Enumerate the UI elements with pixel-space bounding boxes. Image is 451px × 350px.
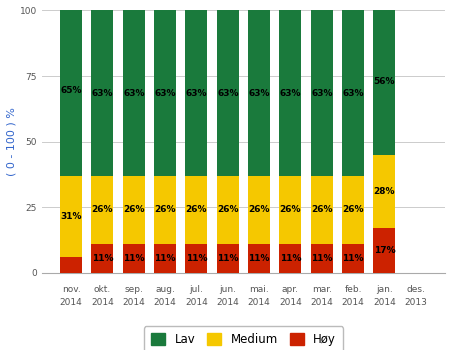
Text: okt.: okt. <box>94 285 111 294</box>
Text: 2014: 2014 <box>247 298 270 307</box>
Bar <box>341 244 363 273</box>
Text: 11%: 11% <box>185 254 207 263</box>
Text: 63%: 63% <box>341 89 363 98</box>
Text: 2014: 2014 <box>341 298 364 307</box>
Bar <box>373 8 395 155</box>
Bar <box>154 244 176 273</box>
Bar <box>248 176 270 244</box>
Text: 11%: 11% <box>216 254 238 263</box>
Bar <box>279 10 301 176</box>
Text: jan.: jan. <box>375 285 392 294</box>
Bar <box>310 244 332 273</box>
Bar <box>91 244 113 273</box>
Text: 63%: 63% <box>185 89 207 98</box>
Text: 26%: 26% <box>310 205 332 215</box>
Text: sep.: sep. <box>124 285 143 294</box>
Bar <box>279 244 301 273</box>
Text: 63%: 63% <box>154 89 175 98</box>
Text: 2014: 2014 <box>122 298 145 307</box>
Text: 2014: 2014 <box>278 298 301 307</box>
Bar <box>248 244 270 273</box>
Legend: Lav, Medium, Høy: Lav, Medium, Høy <box>143 326 342 350</box>
Bar <box>60 5 82 176</box>
Text: mar.: mar. <box>311 285 331 294</box>
Text: 26%: 26% <box>154 205 175 215</box>
Bar <box>310 10 332 176</box>
Bar <box>216 244 238 273</box>
Bar <box>373 155 395 228</box>
Text: aug.: aug. <box>155 285 175 294</box>
Bar <box>216 176 238 244</box>
Text: 26%: 26% <box>341 205 363 215</box>
Bar <box>216 10 238 176</box>
Text: jun.: jun. <box>219 285 236 294</box>
Text: mai.: mai. <box>249 285 268 294</box>
Text: 11%: 11% <box>310 254 332 263</box>
Text: 2014: 2014 <box>184 298 207 307</box>
Text: 65%: 65% <box>60 86 82 95</box>
Bar <box>154 10 176 176</box>
Text: 2013: 2013 <box>404 298 426 307</box>
Text: 56%: 56% <box>373 77 394 86</box>
Text: 26%: 26% <box>92 205 113 215</box>
Text: 17%: 17% <box>373 246 394 255</box>
Text: 63%: 63% <box>216 89 238 98</box>
Text: 11%: 11% <box>248 254 269 263</box>
Text: 11%: 11% <box>92 254 113 263</box>
Text: 28%: 28% <box>373 187 394 196</box>
Bar <box>60 176 82 257</box>
Bar <box>123 244 144 273</box>
Bar <box>60 257 82 273</box>
Text: 2014: 2014 <box>310 298 332 307</box>
Text: 2014: 2014 <box>372 298 395 307</box>
Y-axis label: ( 0 - 100 ) %: ( 0 - 100 ) % <box>7 107 17 176</box>
Text: 26%: 26% <box>279 205 300 215</box>
Text: 11%: 11% <box>341 254 363 263</box>
Bar <box>341 176 363 244</box>
Text: apr.: apr. <box>281 285 298 294</box>
Bar <box>185 244 207 273</box>
Bar <box>123 10 144 176</box>
Text: 11%: 11% <box>279 254 300 263</box>
Text: 31%: 31% <box>60 212 82 221</box>
Text: 63%: 63% <box>248 89 269 98</box>
Text: 26%: 26% <box>248 205 269 215</box>
Bar <box>279 176 301 244</box>
Bar <box>373 228 395 273</box>
Text: 2014: 2014 <box>91 298 114 307</box>
Bar <box>248 10 270 176</box>
Bar <box>123 176 144 244</box>
Bar <box>310 176 332 244</box>
Text: 11%: 11% <box>123 254 144 263</box>
Bar <box>185 10 207 176</box>
Text: 11%: 11% <box>154 254 175 263</box>
Text: 2014: 2014 <box>60 298 83 307</box>
Text: 2014: 2014 <box>153 298 176 307</box>
Text: 63%: 63% <box>92 89 113 98</box>
Bar <box>91 10 113 176</box>
Bar <box>341 10 363 176</box>
Bar <box>185 176 207 244</box>
Text: 26%: 26% <box>185 205 207 215</box>
Text: 63%: 63% <box>123 89 144 98</box>
Text: 2014: 2014 <box>216 298 239 307</box>
Bar <box>154 176 176 244</box>
Text: feb.: feb. <box>344 285 361 294</box>
Text: nov.: nov. <box>62 285 80 294</box>
Text: 63%: 63% <box>279 89 300 98</box>
Text: 26%: 26% <box>123 205 144 215</box>
Bar <box>91 176 113 244</box>
Text: jul.: jul. <box>189 285 203 294</box>
Text: des.: des. <box>405 285 424 294</box>
Text: 26%: 26% <box>216 205 238 215</box>
Text: 63%: 63% <box>310 89 332 98</box>
